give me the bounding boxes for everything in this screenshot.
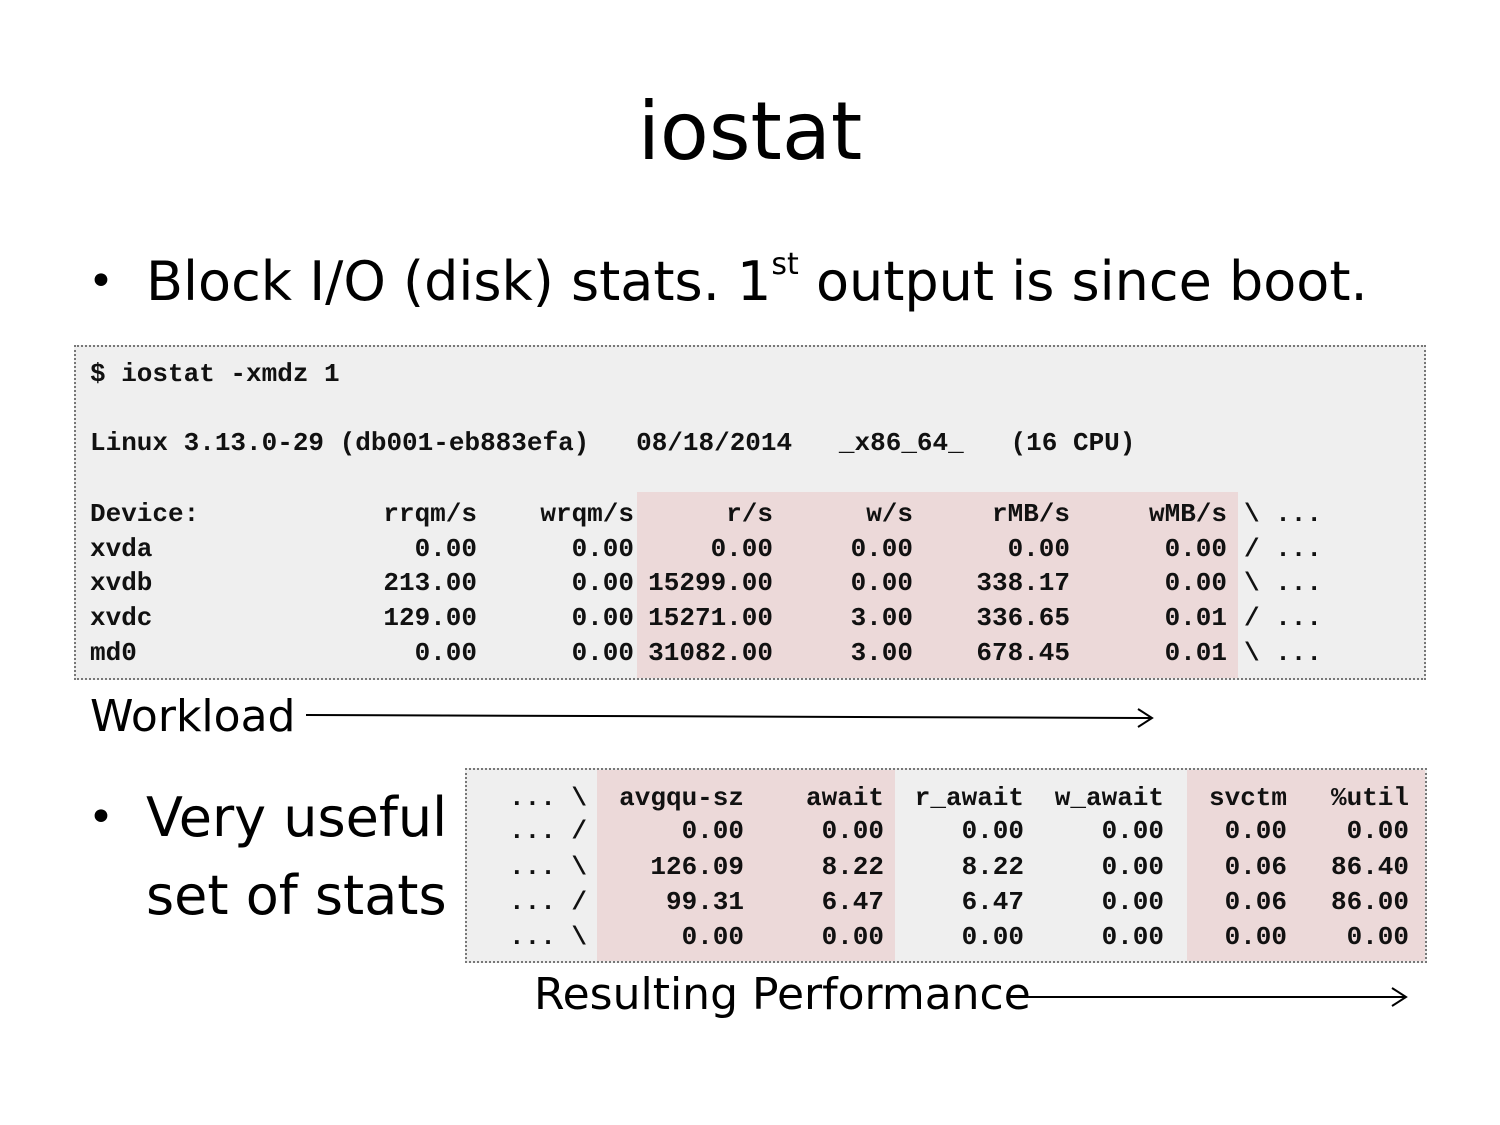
queue-await-highlight: [597, 770, 895, 961]
iostat-output-top: $ iostat -xmdz 1 Linux 3.13.0-29 (db001-…: [74, 345, 1426, 680]
row-svctm: 0.00: [1224, 922, 1287, 952]
slide-title: iostat: [637, 85, 863, 178]
header-avgqu: avgqu-sz: [619, 783, 744, 813]
row-wmbs: 0.00: [1164, 534, 1227, 564]
bullet-text-main: Block I/O (disk) stats. 1: [146, 250, 772, 313]
row-rps: 31082.00: [648, 638, 773, 668]
row-wrqm: 0.00: [571, 568, 634, 598]
row-avgqu: 99.31: [665, 887, 744, 917]
row-wrqm: 0.00: [571, 603, 634, 633]
row-cont: ... /: [508, 816, 587, 846]
row-rrqm: 213.00: [383, 568, 477, 598]
row-util: 86.00: [1330, 887, 1409, 917]
row-cont: / ...: [1244, 534, 1323, 564]
row-cont: \ ...: [1244, 568, 1323, 598]
row-rps: 15271.00: [648, 603, 773, 633]
bullet-text-rest: output is since boot.: [798, 250, 1368, 313]
row-svctm: 0.06: [1224, 852, 1287, 882]
row-r-await: 0.00: [961, 922, 1024, 952]
row-wmbs: 0.00: [1164, 568, 1227, 598]
header-wmbs: wMB/s: [1148, 499, 1227, 529]
bullet-text-sup: st: [771, 247, 799, 282]
bullet-dot: •: [88, 792, 114, 843]
row-rmbs: 678.45: [976, 638, 1070, 668]
header-r-await: r_await: [914, 783, 1024, 813]
row-wps: 3.00: [850, 638, 913, 668]
row-cont: / ...: [1244, 603, 1323, 633]
row-cont: ... \: [508, 852, 587, 882]
row-rps: 15299.00: [648, 568, 773, 598]
row-wps: 0.00: [850, 534, 913, 564]
row-w-await: 0.00: [1101, 816, 1164, 846]
row-wmbs: 0.01: [1164, 603, 1227, 633]
row-wps: 3.00: [850, 603, 913, 633]
row-device: xvdc: [90, 603, 153, 633]
row-svctm: 0.00: [1224, 816, 1287, 846]
row-device: xvda: [90, 534, 153, 564]
row-avgqu: 0.00: [681, 816, 744, 846]
header-await: await: [805, 783, 884, 813]
row-await: 6.47: [821, 887, 884, 917]
row-await: 0.00: [821, 922, 884, 952]
row-rmbs: 0.00: [1007, 534, 1070, 564]
header-wps: w/s: [866, 499, 913, 529]
bullet-text-line2: set of stats: [146, 864, 447, 927]
row-util: 86.40: [1330, 852, 1409, 882]
row-rps: 0.00: [710, 534, 773, 564]
row-await: 8.22: [821, 852, 884, 882]
header-w-await: w_await: [1054, 783, 1164, 813]
row-w-await: 0.00: [1101, 887, 1164, 917]
row-cont: \ ...: [1244, 638, 1323, 668]
svctm-util-highlight: [1187, 770, 1425, 961]
row-r-await: 6.47: [961, 887, 1024, 917]
row-rrqm: 129.00: [383, 603, 477, 633]
header-rps: r/s: [726, 499, 773, 529]
row-rrqm: 0.00: [414, 534, 477, 564]
row-util: 0.00: [1346, 922, 1409, 952]
row-cont: ... /: [508, 887, 587, 917]
workload-arrow: [305, 708, 1154, 728]
row-wmbs: 0.01: [1164, 638, 1227, 668]
workload-label: Workload: [90, 691, 296, 742]
row-util: 0.00: [1346, 816, 1409, 846]
row-wrqm: 0.00: [571, 534, 634, 564]
header-cont: ... \: [508, 783, 587, 813]
header-rrqm: rrqm/s: [383, 499, 477, 529]
performance-label: Resulting Performance: [534, 969, 1031, 1020]
bullet-dot: •: [88, 256, 114, 307]
header-svctm: svctm: [1208, 783, 1287, 813]
header-rmbs: rMB/s: [991, 499, 1070, 529]
row-avgqu: 126.09: [650, 852, 744, 882]
row-avgqu: 0.00: [681, 922, 744, 952]
row-wps: 0.00: [850, 568, 913, 598]
system-info-line: Linux 3.13.0-29 (db001-eb883efa) 08/18/2…: [90, 428, 1136, 458]
iostat-output-bottom: ... \ avgqu-sz await r_await w_await svctm %ut…: [465, 768, 1427, 963]
header-util: %util: [1330, 783, 1409, 813]
header-device: Device:: [90, 499, 200, 529]
command-line: $ iostat -xmdz 1: [90, 359, 340, 389]
row-r-await: 8.22: [961, 852, 1024, 882]
row-svctm: 0.06: [1224, 887, 1287, 917]
row-wrqm: 0.00: [571, 638, 634, 668]
row-rrqm: 0.00: [414, 638, 477, 668]
bullet-text: Block I/O (disk) stats. 1st output is si…: [146, 244, 1368, 320]
row-w-await: 0.00: [1101, 922, 1164, 952]
row-device: xvdb: [90, 568, 153, 598]
header-wrqm: wrqm/s: [540, 499, 634, 529]
row-device: md0: [90, 638, 137, 668]
row-rmbs: 336.65: [976, 603, 1070, 633]
performance-arrow: [1014, 987, 1408, 1007]
row-cont: ... \: [508, 922, 587, 952]
workload-highlight: [637, 492, 1238, 678]
row-w-await: 0.00: [1101, 852, 1164, 882]
bullet-text-line1: Very useful: [146, 786, 448, 849]
row-r-await: 0.00: [961, 816, 1024, 846]
header-cont: \ ...: [1244, 499, 1323, 529]
row-rmbs: 338.17: [976, 568, 1070, 598]
row-await: 0.00: [821, 816, 884, 846]
